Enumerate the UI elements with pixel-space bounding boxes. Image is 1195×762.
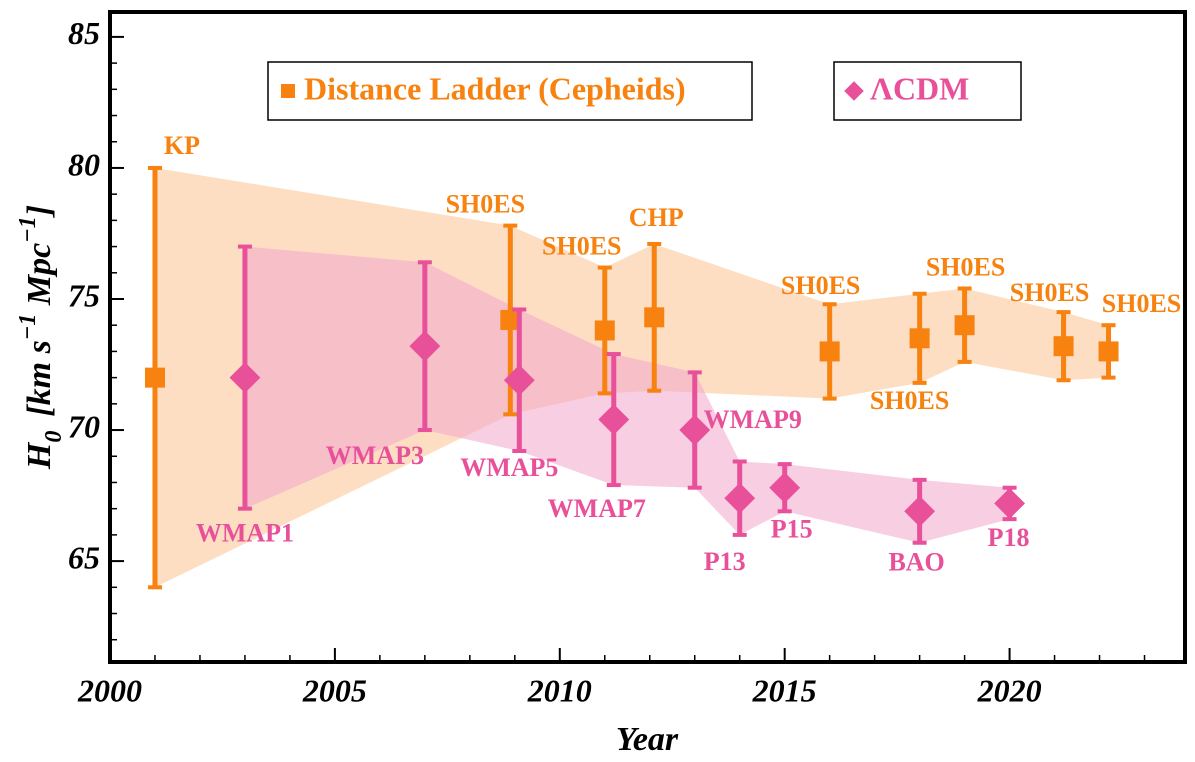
marker-diamond (724, 482, 756, 514)
point-label: P18 (988, 523, 1030, 552)
y-axis-label: H0[km s−1 Mpc−1] (15, 205, 67, 470)
marker-diamond (769, 472, 801, 504)
y-label-part: Mpc (21, 243, 58, 314)
marker-diamond (844, 81, 864, 101)
point-label: SH0ES (542, 232, 622, 261)
x-tick-label: 2015 (752, 672, 817, 708)
marker-square (909, 328, 930, 349)
marker-square (1098, 341, 1119, 362)
band (244, 246, 1010, 543)
point-label: CHP (629, 203, 684, 232)
y-label-part: [km s (21, 340, 58, 417)
x-tick-label: 2010 (527, 672, 592, 708)
y-label-part: ] (21, 205, 58, 218)
legend-label: Distance Ladder (Cepheids) (304, 70, 686, 106)
y-tick-label: 75 (68, 277, 100, 313)
point-label: P15 (771, 514, 813, 543)
point-label: WMAP1 (196, 519, 294, 548)
y-tick-label: 70 (68, 408, 100, 444)
point-label: WMAP3 (326, 441, 424, 470)
point-label: SH0ES (781, 271, 861, 300)
marker-diamond (598, 404, 630, 435)
plot-frame (108, 10, 1187, 664)
marker-square (1053, 336, 1074, 357)
point-label: KP (164, 131, 200, 160)
y-tick-label: 80 (68, 146, 100, 182)
y-label-part: −1 (15, 314, 41, 341)
y-tick-label: 65 (68, 539, 100, 575)
marker-diamond (409, 330, 441, 362)
marker-square (281, 84, 295, 98)
legend-box (267, 61, 753, 121)
legend-label: ΛCDM (870, 70, 969, 106)
point-label: WMAP7 (548, 494, 646, 523)
y-label-part: −1 (15, 216, 41, 243)
marker-square (144, 367, 165, 388)
y-label-part: H (21, 441, 58, 470)
marker-square (644, 307, 665, 328)
legend-box (833, 61, 1022, 121)
bands (154, 167, 1109, 588)
point-label: SH0ES (1102, 289, 1182, 318)
point-label: SH0ES (1010, 278, 1090, 307)
marker-diamond (994, 488, 1025, 519)
marker-square (819, 341, 840, 362)
point-label: SH0ES (870, 386, 950, 415)
point-label: SH0ES (446, 190, 526, 219)
point-label: WMAP5 (460, 453, 558, 482)
marker-diamond (503, 364, 535, 396)
x-tick-label: 2000 (77, 672, 142, 708)
point-label: BAO (888, 548, 944, 577)
y-tick-label: 85 (68, 15, 100, 51)
marker-diamond (229, 362, 261, 394)
marker-diamond (904, 495, 936, 527)
x-tick-label: 2005 (302, 672, 367, 708)
marker-square (500, 309, 521, 330)
y-label-part: 0 (41, 431, 67, 443)
point-label: WMAP9 (704, 405, 802, 434)
marker-square (954, 315, 975, 336)
marker-square (594, 320, 615, 341)
x-axis-label: Year (616, 721, 679, 758)
marker-diamond (679, 414, 711, 446)
point-label: P13 (704, 547, 746, 576)
point-label: SH0ES (926, 252, 1006, 281)
x-tick-label: 2020 (977, 672, 1042, 708)
